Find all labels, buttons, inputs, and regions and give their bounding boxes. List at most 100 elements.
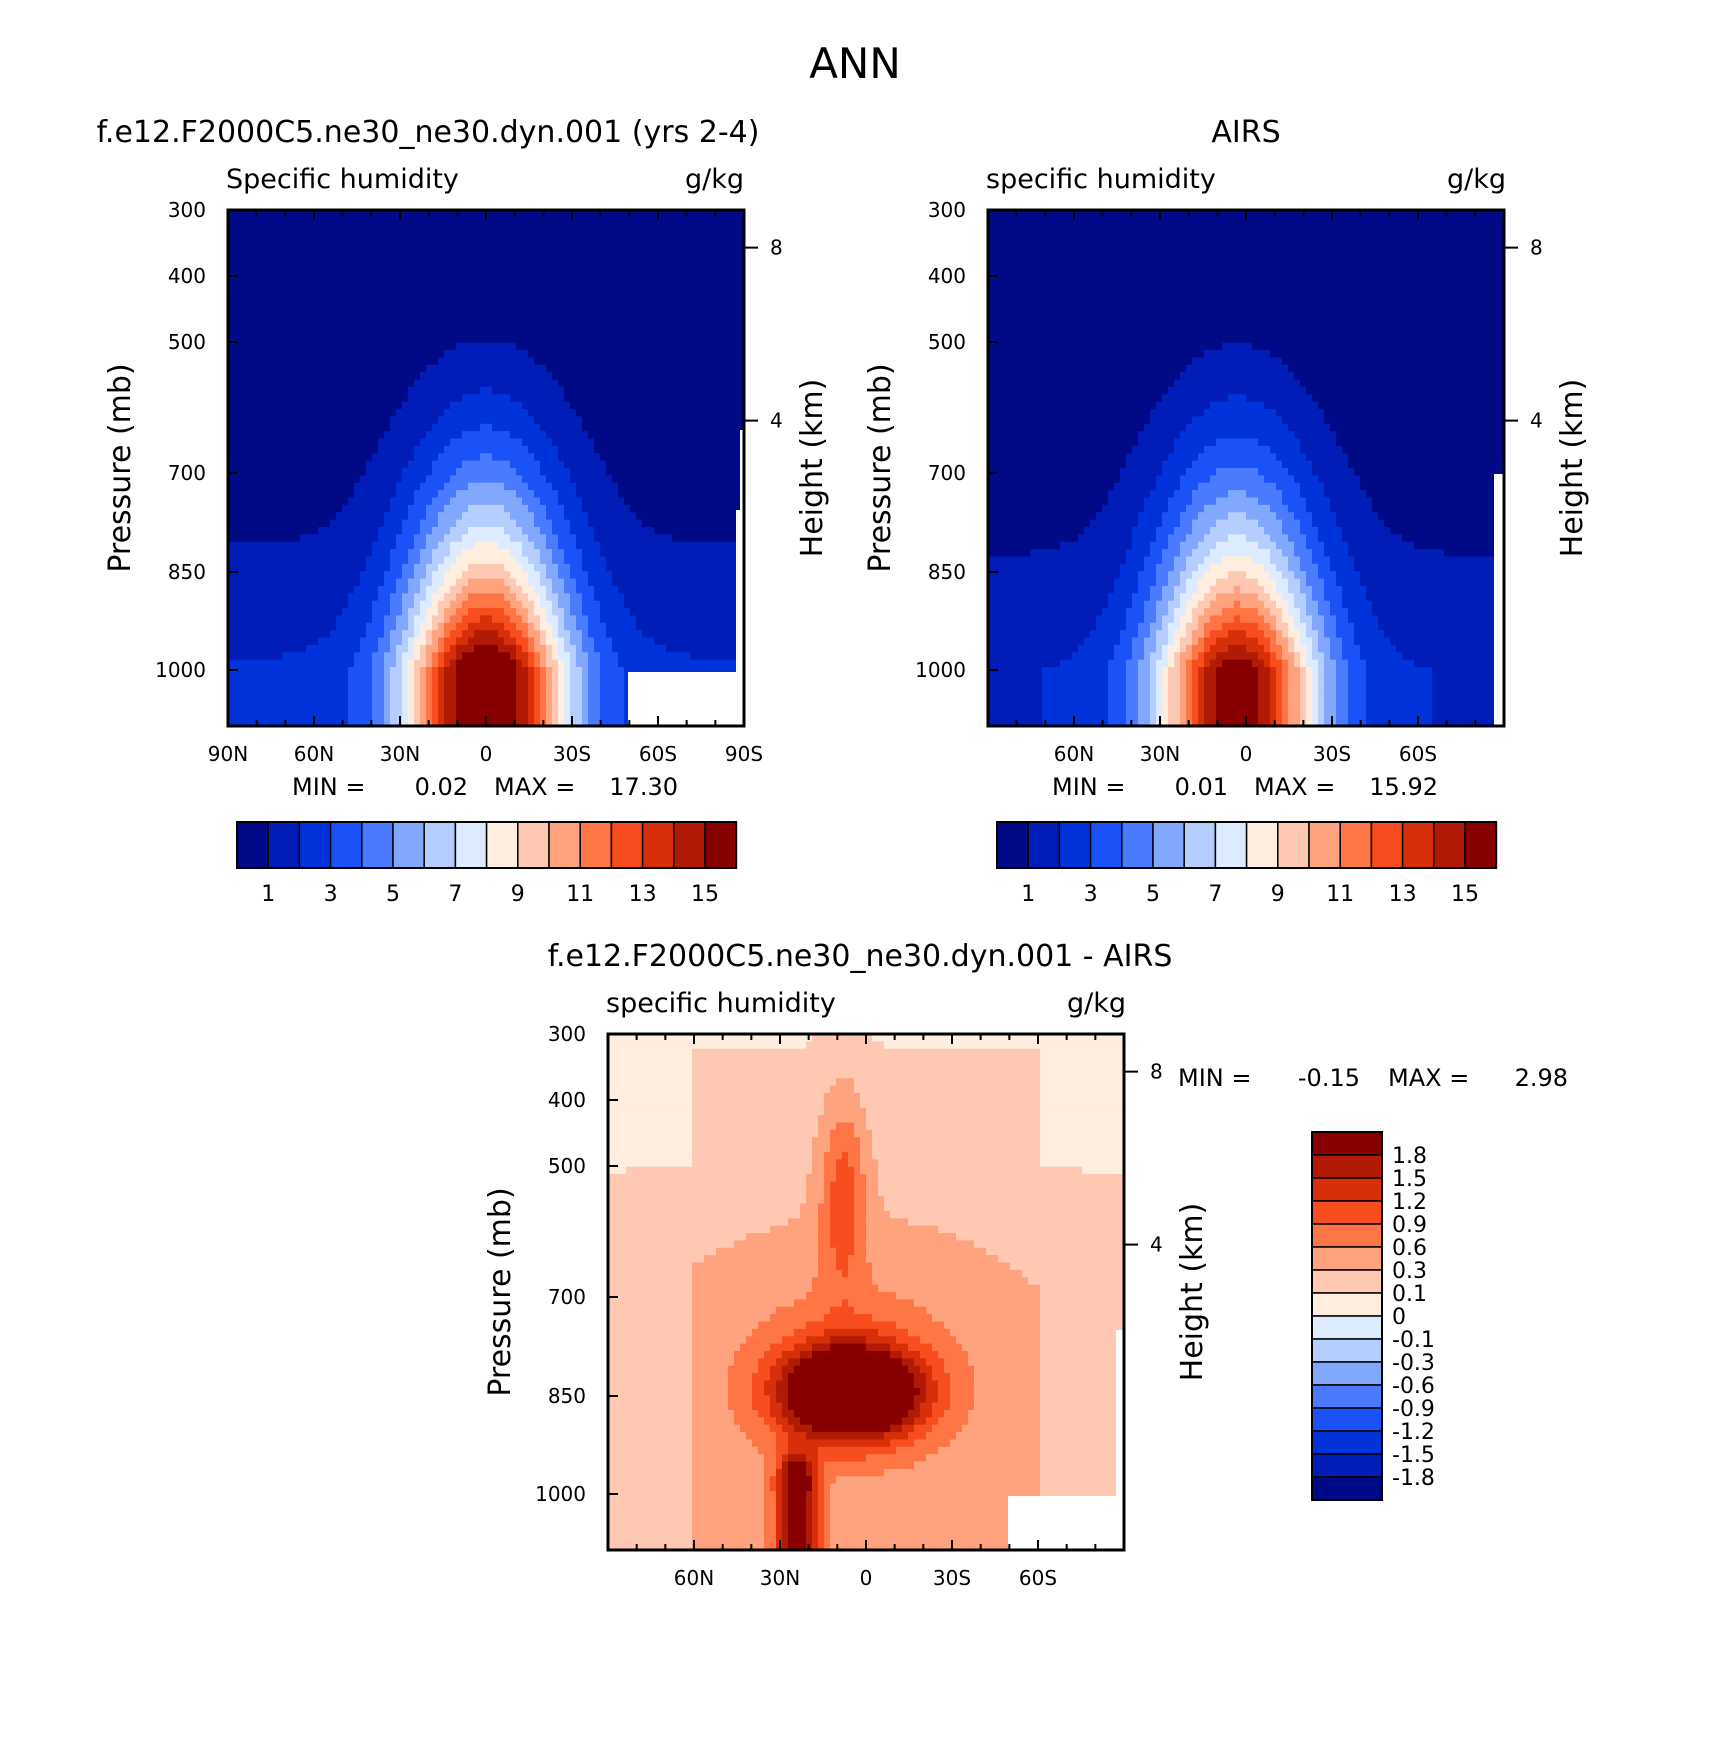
panel-model-cell — [228, 379, 415, 388]
panel-model-cell — [582, 703, 589, 712]
panel-diff-cell — [782, 1542, 789, 1551]
panel-diff-cell — [932, 1373, 951, 1382]
panel-obs-cell — [1180, 593, 1193, 602]
panel-diff-cell — [812, 1483, 819, 1492]
panel-obs-cell — [1330, 556, 1355, 565]
panel-diff-cell — [818, 1240, 831, 1249]
panel-diff-cell — [788, 1454, 807, 1463]
panel-model-cell — [504, 593, 517, 602]
panel-obs-cell — [988, 423, 1145, 432]
panel-obs-cell — [1312, 556, 1331, 565]
panel-diff-cell — [788, 1461, 807, 1470]
panel-diff-cell — [692, 1468, 765, 1477]
panel-obs-cell — [1324, 674, 1337, 683]
panel-diff-cell — [986, 1247, 1125, 1256]
panel-diff-cell — [914, 1461, 1041, 1470]
panel-obs-cell — [988, 630, 1091, 639]
colorbar-label: 11 — [566, 882, 594, 907]
panel-model-cell — [456, 342, 517, 351]
panel-diff-cell — [764, 1498, 777, 1507]
panel-obs-cell — [1198, 674, 1205, 683]
colorbar-label: -1.8 — [1392, 1466, 1435, 1491]
panel-diff-cell — [938, 1350, 969, 1359]
panel-obs-cell — [1288, 696, 1301, 705]
panel-obs-cell — [1210, 615, 1235, 624]
panel-obs-cell — [1402, 652, 1505, 661]
panel-diff-cell — [782, 1476, 789, 1485]
panel-diff-cell — [824, 1196, 831, 1205]
panel-diff-cell — [938, 1417, 969, 1426]
panel-obs-cell — [1318, 526, 1343, 535]
panel-obs-cell — [988, 534, 1079, 543]
panel-model-cell — [342, 608, 373, 617]
panel-model-cell — [546, 541, 559, 550]
panel-model-cell — [600, 711, 625, 720]
panel-diff-cell — [920, 1409, 933, 1418]
panel-model-cell — [534, 357, 745, 366]
panel-diff-cell — [608, 1048, 693, 1057]
colorbar-box — [1311, 1200, 1383, 1225]
panel-obs-cell — [1180, 644, 1187, 653]
panel-obs-cell — [1216, 681, 1259, 690]
panel-model-cell — [348, 674, 373, 683]
panel-obs-cell — [1300, 667, 1307, 675]
panel-model-cell — [438, 600, 451, 609]
panel-obs-cell — [1348, 689, 1367, 698]
panel-model-left-string: Specific humidity — [226, 164, 459, 195]
panel-diff-cell — [776, 1387, 789, 1396]
panel-obs-cell — [1312, 622, 1325, 631]
panel-model-cell — [408, 504, 427, 513]
colorbar-label: 1.2 — [1392, 1190, 1427, 1215]
panel-model-cell — [546, 674, 553, 683]
panel-obs-cell — [1288, 468, 1313, 476]
panel-model-cell — [516, 637, 529, 646]
panel-obs-cell — [1372, 504, 1505, 513]
panel-model: f.e12.F2000C5.ne30_ne30.dyn.001 (yrs 2-4… — [97, 115, 830, 907]
panel-obs-cell — [1312, 519, 1337, 528]
panel-diff-cell — [854, 1129, 873, 1138]
panel-diff-cell — [608, 1513, 693, 1522]
panel-diff-cell — [812, 1461, 819, 1470]
panel-model-cell — [450, 630, 463, 639]
panel-diff-cell — [776, 1498, 783, 1507]
panel-obs-cell — [1150, 585, 1163, 594]
panel-model-cell — [516, 468, 541, 476]
panel-model-cell — [390, 608, 403, 617]
panel-diff-cell — [854, 1122, 867, 1131]
panel-diff-cell — [836, 1174, 855, 1183]
panel-model-cell — [516, 652, 529, 661]
panel-diff-cell — [818, 1203, 831, 1212]
panel-model-cell — [348, 681, 373, 690]
panel-diff-cell — [1040, 1284, 1125, 1293]
panel-diff-cell — [776, 1395, 789, 1404]
panel-model-cell — [438, 718, 445, 727]
panel-model-cell — [306, 644, 361, 653]
panel-diff-cell — [818, 1446, 897, 1455]
panel-model-cell — [408, 696, 415, 705]
panel-obs-cell — [1162, 681, 1169, 690]
panel-model-cell — [390, 718, 403, 727]
panel-obs-cell — [1144, 563, 1157, 572]
panel-model-cell — [228, 335, 745, 344]
panel-model-cell — [522, 615, 529, 624]
panel-model-cell — [534, 622, 541, 631]
panel-obs-contour-field — [988, 210, 1505, 727]
panel-obs-cell — [1156, 526, 1175, 535]
panel-diff-cell — [770, 1373, 783, 1382]
panel-obs-cell — [1324, 667, 1337, 675]
panel-diff-cell — [926, 1306, 1041, 1315]
panel-model-cell — [552, 600, 559, 609]
panel-obs-cell — [1192, 652, 1199, 661]
panel-diff-cell — [818, 1513, 825, 1522]
panel-model-cell — [558, 571, 571, 580]
panel-obs-cell — [1306, 541, 1325, 550]
panel-obs-cell — [1132, 534, 1157, 543]
panel-model-cell — [372, 659, 385, 668]
colorbar-label: 3 — [324, 882, 338, 907]
panel-obs-cell — [1282, 659, 1289, 668]
panel-obs-cell — [1300, 696, 1307, 705]
panel-diff-cell — [608, 1498, 693, 1507]
panel-obs-cell — [1258, 718, 1271, 727]
panel-obs-cell — [1252, 342, 1505, 351]
panel-model-cell — [426, 431, 463, 440]
